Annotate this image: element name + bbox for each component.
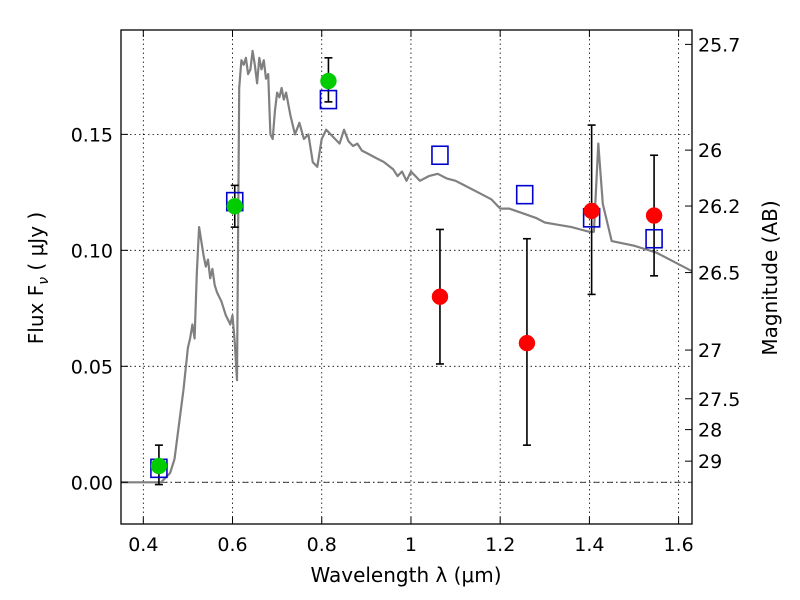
right-tick-label: 29: [698, 451, 722, 473]
upper-flux-point: [583, 202, 600, 220]
x-tick-label: 0.8: [307, 534, 337, 556]
right-tick-label: 25.7: [698, 34, 740, 56]
upper-flux-point: [645, 207, 663, 224]
upper-flux-point: [518, 334, 536, 352]
right-tick-label: 26.2: [698, 196, 740, 218]
right-tick-label: 27: [698, 340, 722, 362]
model-spectrum: [121, 49, 693, 484]
data-markers: [150, 57, 663, 486]
right-tick-label: 26: [698, 140, 722, 162]
right-tick-label: 26.5: [698, 263, 740, 285]
right-tick-label: 27.5: [698, 389, 740, 411]
y-tick-label: 0.05: [71, 356, 113, 378]
y-axis-label: Flux Fν ( μJy ): [24, 212, 52, 344]
right-tick-label: 28: [698, 420, 722, 442]
model-flux-square: [515, 184, 534, 205]
y-tick-label: 0.10: [71, 240, 113, 262]
observed-flux-point: [226, 198, 244, 215]
spectrum-line: [121, 49, 693, 484]
upper-flux-point: [431, 288, 449, 305]
x-tick-label: 0.4: [128, 534, 158, 556]
model-flux-square: [319, 89, 338, 110]
x-tick-label: 0.6: [217, 534, 247, 556]
model-flux-square: [645, 228, 663, 249]
observed-flux-point: [150, 457, 168, 475]
observed-flux-point: [320, 72, 337, 90]
x-tick-label: 1.4: [574, 534, 604, 556]
x-axis-label: Wavelength λ (μm): [310, 563, 501, 587]
x-tick-label: 1.6: [664, 534, 694, 556]
x-tick-label: 1.2: [485, 534, 515, 556]
y-axis-label-main: Flux F: [24, 285, 48, 344]
y-axis-label-unit: ( μJy ): [24, 212, 48, 277]
plot-frame: [120, 29, 693, 525]
right-axis-label: Magnitude (AB): [758, 200, 782, 355]
model-flux-square: [431, 145, 449, 166]
axis-ticks: 0.4 0.6 0.8 1 1.2 1.4 1.6 0.00 0.05 0.10 0.15 25.7 2…: [71, 30, 740, 556]
y-tick-label: 0.00: [71, 472, 113, 494]
x-tick-label: 1: [405, 534, 417, 556]
y-tick-label: 0.15: [71, 124, 113, 146]
y-axis-label-sub: ν: [36, 277, 52, 285]
